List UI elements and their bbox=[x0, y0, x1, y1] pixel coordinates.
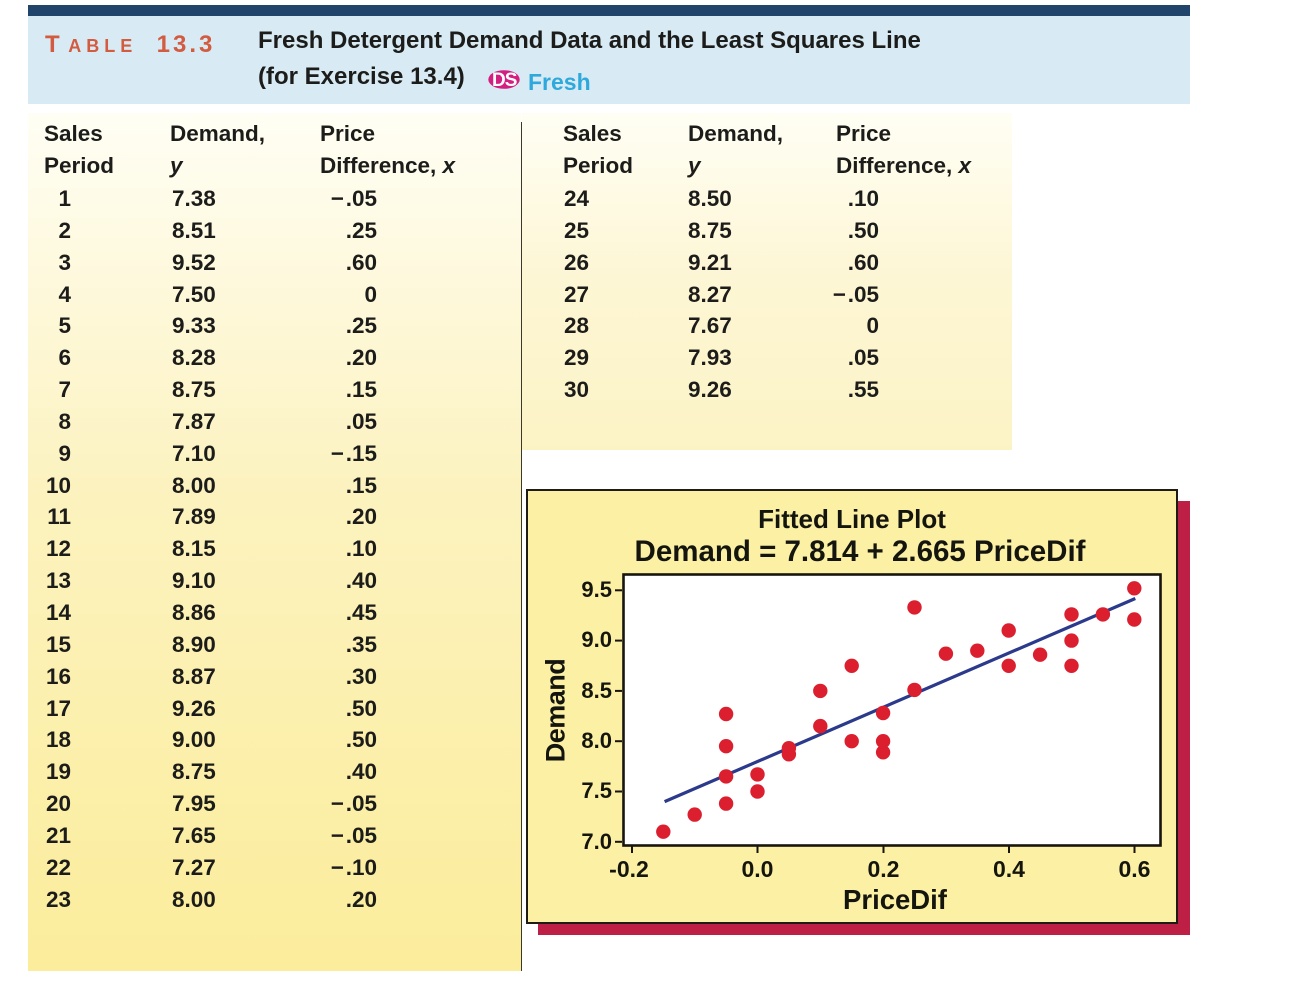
svg-text:DS: DS bbox=[492, 70, 517, 89]
